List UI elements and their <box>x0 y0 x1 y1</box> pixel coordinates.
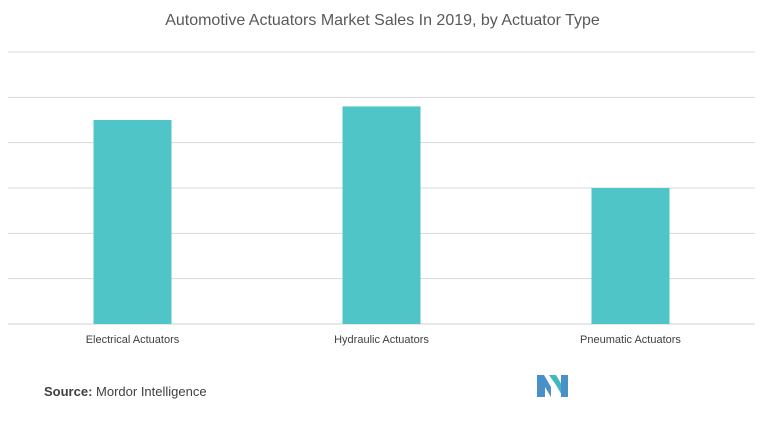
chart-title: Automotive Actuators Market Sales In 201… <box>165 12 600 29</box>
source-label: Source: <box>44 384 93 399</box>
x-tick-label: Electrical Actuators <box>86 334 180 346</box>
bar-hydraulic-actuators <box>342 106 421 325</box>
source-text: Mordor Intelligence <box>96 384 207 399</box>
x-tick-label: Pneumatic Actuators <box>580 334 681 346</box>
bar-pneumatic-actuators <box>591 188 670 324</box>
mordor-intelligence-logo-icon <box>537 375 568 397</box>
bar-electrical-actuators <box>93 120 172 324</box>
bar-chart: Electrical Actuators Hydraulic Actuators P… <box>8 51 755 346</box>
x-tick-label: Hydraulic Actuators <box>334 334 429 346</box>
source-note: Source: Mordor Intelligence <box>44 384 207 399</box>
